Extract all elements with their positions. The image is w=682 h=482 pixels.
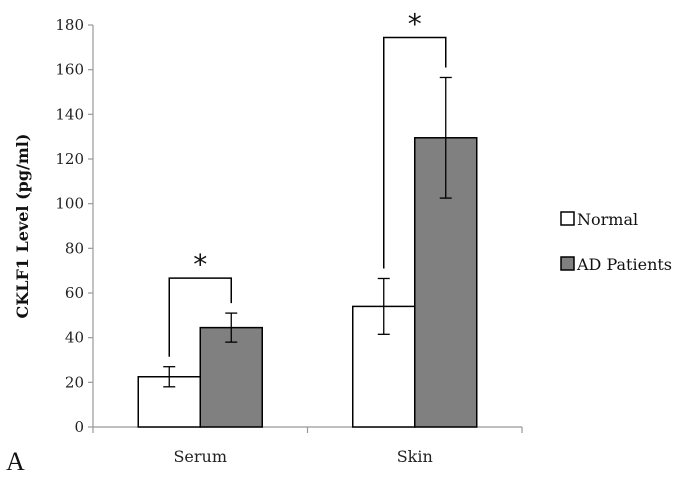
y-tick-label: 180 [55,16,84,34]
y-tick-label: 140 [55,105,84,123]
significance-star: * [408,7,422,40]
legend-label-normal: Normal [577,210,638,229]
legend-label-ad-patients: AD Patients [576,255,672,274]
y-axis-title: CKLF1 Level (pg/ml) [13,134,32,319]
y-tick-label: 120 [55,150,84,168]
y-tick-label: 40 [65,329,84,347]
y-tick-label: 80 [65,239,84,257]
plot-area: 0 20 40 60 80 100 120 140 160 180 Serum * Skin * [55,7,523,466]
legend: Normal AD Patients [560,210,672,274]
legend-swatch-normal [560,211,575,226]
y-tick-label: 100 [55,195,84,213]
panel-label: A [6,447,25,476]
x-tick-label: Skin [397,447,433,466]
y-tick-label: 20 [65,373,84,391]
x-tick-label: Serum [173,447,227,466]
y-tick-label: 0 [74,418,84,436]
y-tick-label: 160 [55,61,84,79]
legend-swatch-ad-patients [560,256,575,271]
significance-bracket [168,277,232,357]
significance-bracket [383,36,447,269]
significance-star: * [193,248,207,281]
y-tick-label: 60 [65,284,84,302]
